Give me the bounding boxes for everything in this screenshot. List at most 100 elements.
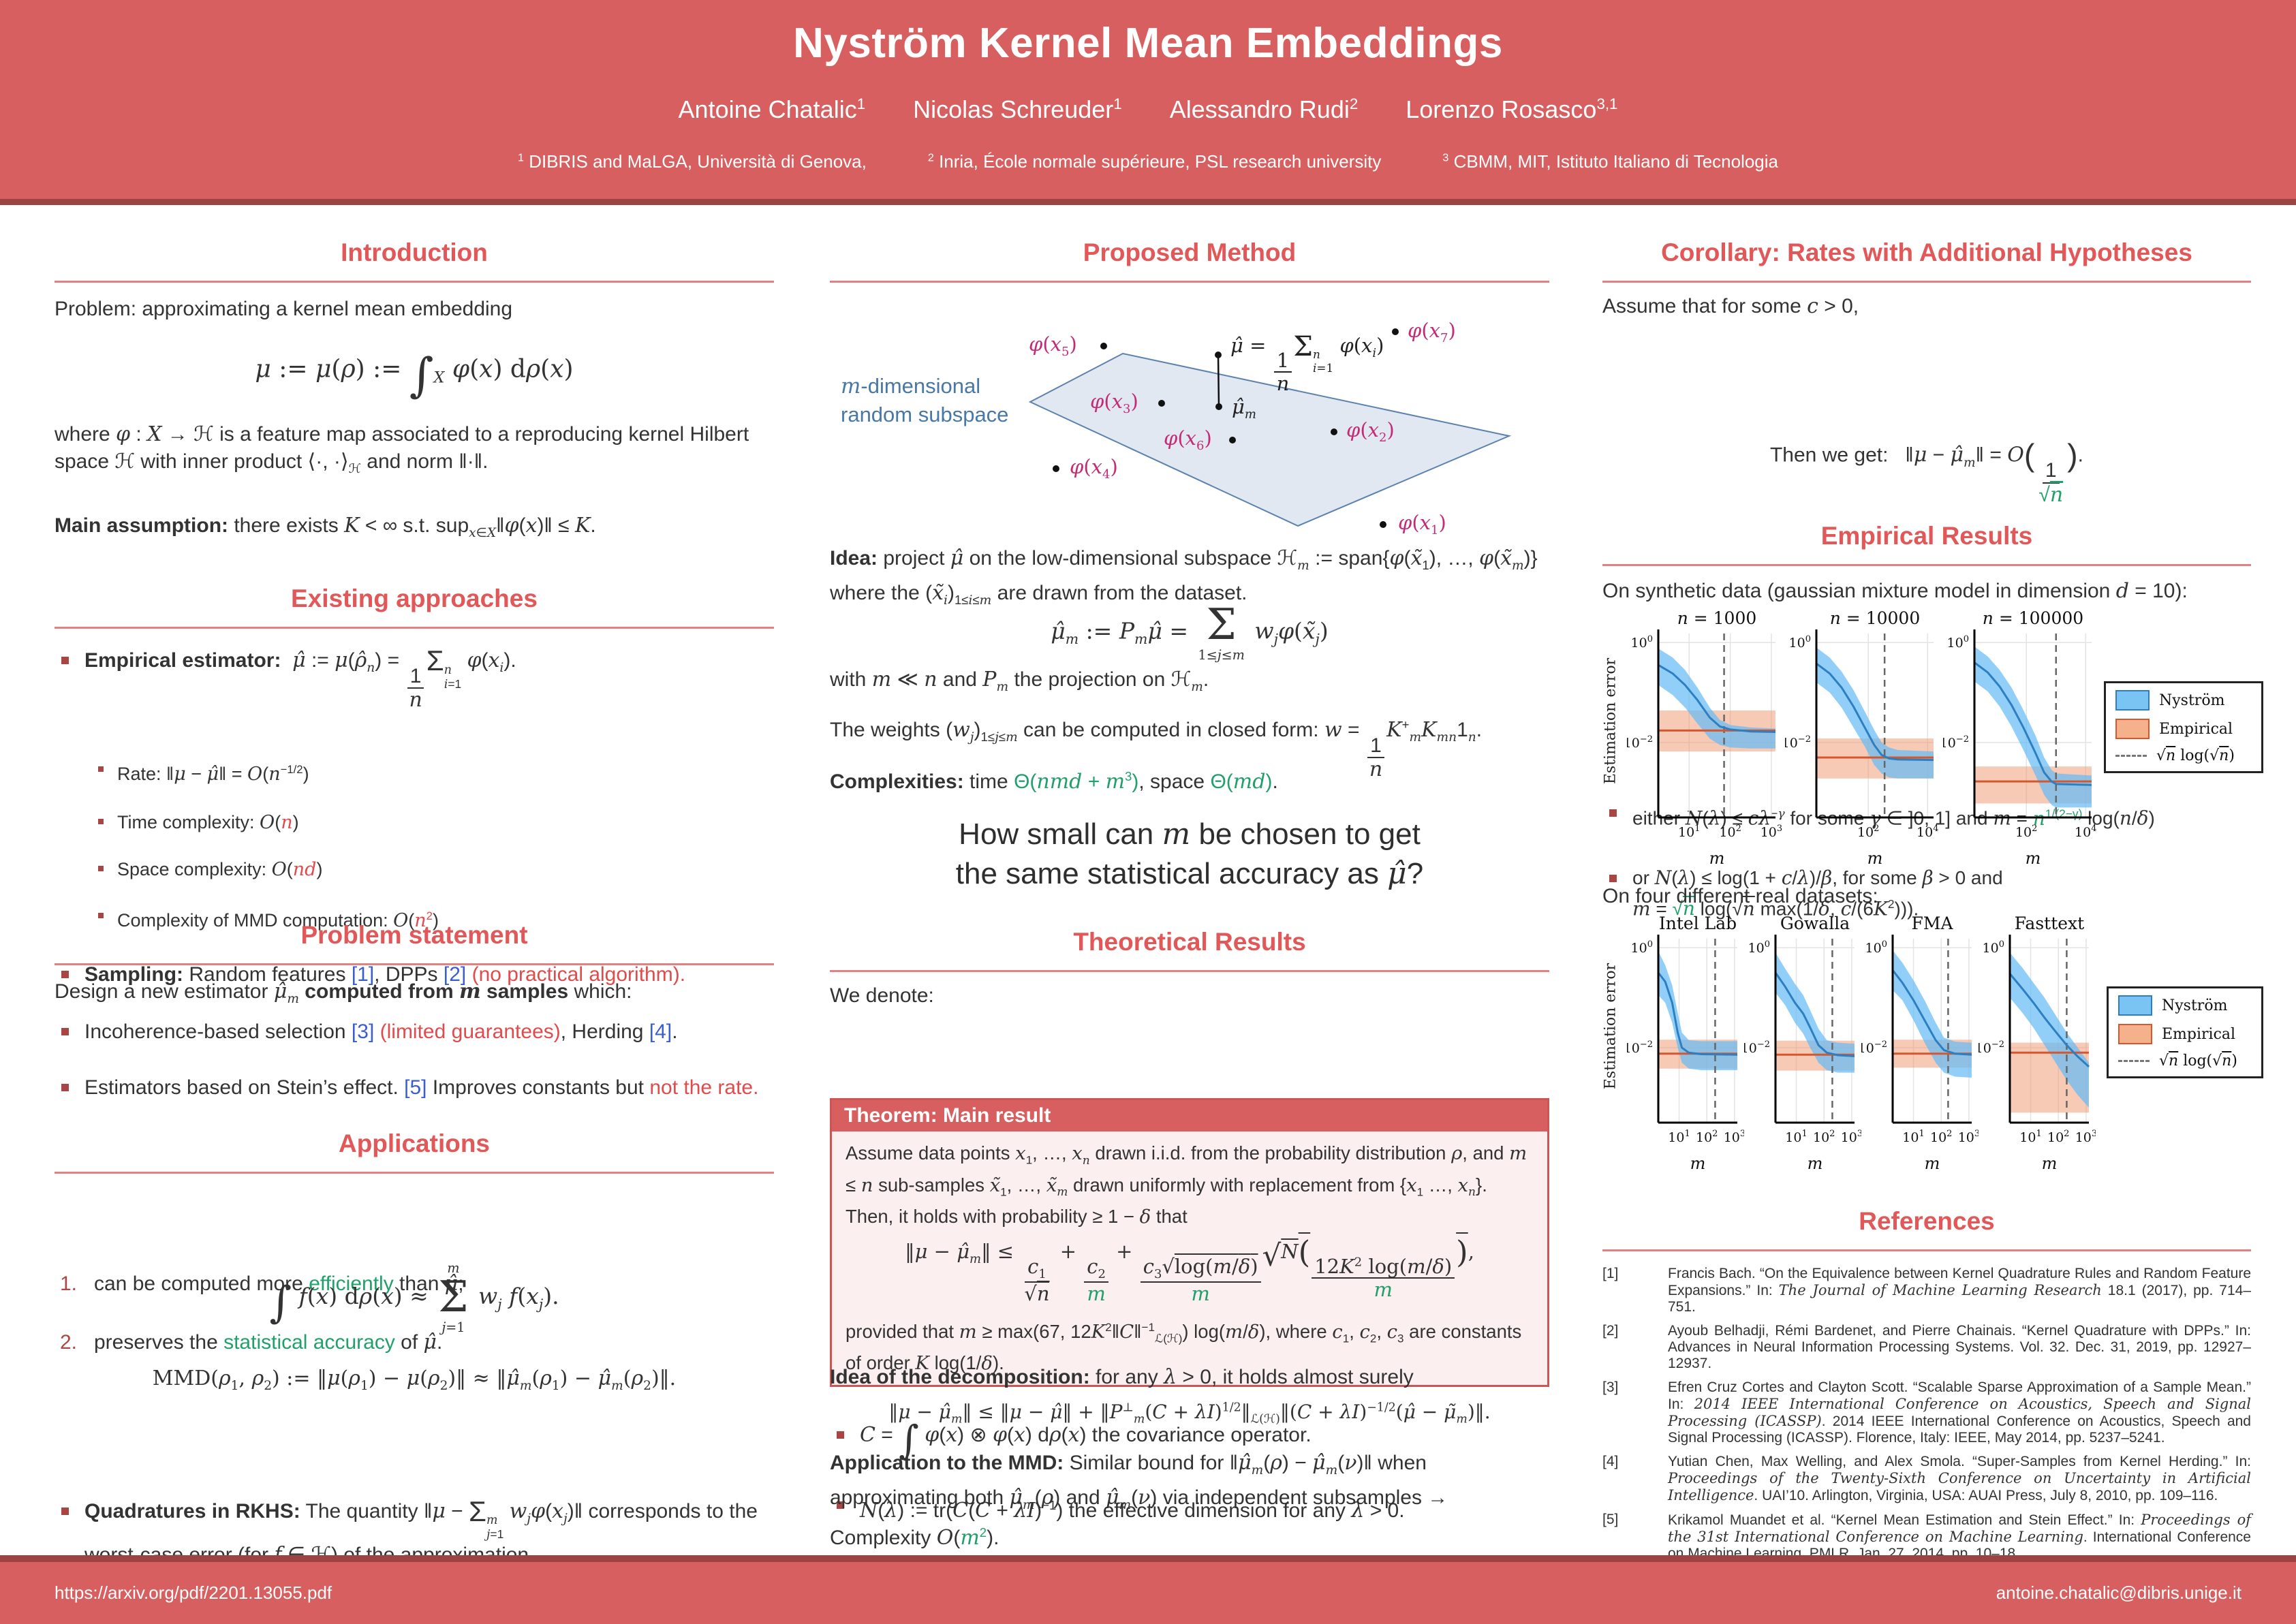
existing-sub-mmd: Complexity of MMD computation: O(n2): [89, 905, 798, 933]
theorem-equation: ‖μ − μ̂m‖ ≤ c1 √n + c2 m + c3√log(m/δ) m √N(…: [905, 1234, 1474, 1305]
svg-text:m: m: [1925, 1154, 1940, 1173]
legend-item-nystrom: Nyström: [2118, 995, 2252, 1016]
author: Lorenzo Rosasco3,1: [1406, 95, 1618, 123]
diagram-canvas: [1028, 328, 1512, 528]
references-list: [1] Francis Bach. “On the Equivalence bet…: [1602, 1266, 2251, 1570]
point-phi3: [1158, 400, 1165, 407]
label-mu-m: μ̂m: [1232, 395, 1256, 422]
existing-sub-space: Space complexity: O(nd): [89, 858, 798, 881]
corollary-intro: Assume that for some c > 0,: [1602, 294, 1859, 318]
chart-n-1000: 101 102 103 100 10−2 n = 1000 m: [1627, 610, 1782, 868]
section-title-existing-approaches: Existing approaches: [291, 584, 538, 612]
rule: [55, 281, 774, 283]
legend-item-dashed: √n log(√n): [2118, 1052, 2252, 1069]
svg-text:102: 102: [1857, 824, 1879, 840]
label-phi4: φ(x4): [1070, 455, 1118, 482]
theorem-provided: provided that m ≥ max(67, 12K2‖C‖−1ℒ(ℋ))…: [846, 1321, 1522, 1374]
svg-text:101: 101: [1668, 1129, 1690, 1145]
svg-text:10−2: 10−2: [1785, 734, 1811, 751]
svg-text:10−2: 10−2: [1627, 1040, 1653, 1056]
footer: https://arxiv.org/pdf/2201.13055.pdf ant…: [0, 1562, 2296, 1624]
method-equation: μ̂m := Pmμ̂ = Σ 1≤j≤m wjφ(x̃j): [1051, 599, 1329, 663]
authors: Antoine Chatalic1 Nicolas Schreuder1 Ale…: [0, 95, 2296, 124]
point-mu: [1215, 352, 1222, 358]
legend-item-empirical: Empirical: [2115, 719, 2252, 739]
label-phi1: φ(x1): [1398, 511, 1446, 537]
intro-equation: μ := μ(ρ) := ∫X φ(x) dρ(x): [255, 349, 574, 403]
label-phi2: φ(x2): [1346, 418, 1395, 445]
label-phi6: φ(x6): [1164, 426, 1212, 453]
svg-text:100: 100: [1947, 634, 1969, 651]
existing-sub-time: Time complexity: O(n): [89, 811, 798, 834]
existing-bullet-sampling: Sampling: Random features [1], DPPs [2] …: [55, 961, 804, 988]
header: Nyström Kernel Mean Embeddings Antoine C…: [0, 0, 2296, 199]
legend-item-empirical: Empirical: [2118, 1024, 2252, 1044]
svg-text:102: 102: [1813, 1129, 1835, 1145]
problem-item-1: 1. can be computed more efficiently than …: [55, 1270, 813, 1298]
existing-bullet-stein: Estimators based on Stein’s effect. [5] …: [55, 1074, 804, 1102]
method-idea: Idea: project μ̂ on the low-dimensional …: [830, 546, 1538, 608]
svg-text:Gowalla: Gowalla: [1780, 916, 1850, 933]
reference-item: [3] Efren Cruz Cortes and Clayton Scott. …: [1602, 1379, 2252, 1446]
svg-text:101: 101: [1678, 824, 1700, 840]
svg-text:m: m: [1867, 849, 1883, 868]
chart-intel-lab: 101 102 103 100 10−2 Intel Lab m: [1627, 916, 1744, 1173]
theorem-assumptions: Assume data points x1, …, xn drawn i.i.d…: [846, 1142, 1527, 1228]
svg-text:10−2: 10−2: [1943, 734, 1969, 751]
svg-text:Intel Lab: Intel Lab: [1659, 916, 1737, 933]
rule: [830, 281, 1549, 283]
method-question: How small can m be chosen to get the same…: [955, 817, 1424, 891]
chart-fma: 101 102 103 100 10−2 FMA m: [1861, 916, 1979, 1173]
reference-item: [1] Francis Bach. “On the Equivalence bet…: [1602, 1266, 2251, 1315]
synthetic-caption: On synthetic data (gaussian mixture mode…: [1602, 579, 2188, 603]
svg-text:102: 102: [1719, 824, 1741, 840]
footer-divider: [0, 1555, 2296, 1562]
svg-text:m: m: [2042, 1154, 2058, 1173]
item-number: 1.: [60, 1272, 78, 1295]
reference-item: [4] Yutian Chen, Max Welling, and Alex Sm…: [1602, 1454, 2251, 1503]
svg-text:10−2: 10−2: [1627, 734, 1653, 751]
contact-email[interactable]: antoine.chatalic@dibris.unige.it: [1996, 1582, 2241, 1603]
point-phi7: [1392, 328, 1399, 335]
svg-text:n = 10000: n = 10000: [1830, 610, 1920, 628]
point-phi2: [1331, 428, 1337, 435]
svg-text:10−2: 10−2: [1979, 1040, 2004, 1056]
svg-text:100: 100: [1983, 939, 2004, 956]
intro-assumption: Main assumption: there exists K < ∞ s.t.…: [55, 514, 596, 540]
legend-item-dashed: √n log(√n): [2115, 747, 2252, 764]
chart-legend: Nyström Empirical √n log(√n): [2107, 986, 2263, 1078]
header-divider: [0, 199, 2296, 205]
method-with: with m ≪ n and Pm the projection on ℋm.: [830, 668, 1209, 694]
svg-text:100: 100: [1748, 939, 1770, 956]
dashed-swatch: [2115, 755, 2147, 757]
decomposition-label: Idea of the decomposition: for any λ > 0…: [830, 1365, 1414, 1389]
section-title-proposed-method: Proposed Method: [1083, 238, 1297, 266]
applications-equation-mmd: MMD(ρ1, ρ2) := ‖μ(ρ1) − μ(ρ2)‖ ≈ ‖μ̂m(ρ1…: [152, 1367, 677, 1393]
svg-text:100: 100: [1631, 634, 1653, 651]
theory-covariance: C = ∫ φ(x) ⊗ φ(x) dρ(x) the covariance o…: [830, 1421, 1579, 1460]
chart-gowalla: 101 102 103 100 10−2 Gowalla m: [1744, 916, 1861, 1173]
real-charts-row: Estimation error 101 102 103 100 10−2 Intel L…: [1602, 916, 2263, 1183]
projection-line: [1217, 354, 1220, 407]
rule: [830, 970, 1549, 972]
mmd-application: Application to the MMD: Similar bound fo…: [830, 1451, 1448, 1550]
point-phi5: [1100, 343, 1107, 349]
subspace-label: m-dimensional random subspace: [841, 374, 1009, 426]
method-weights: The weights (wj)1≤j≤m can be computed in…: [830, 717, 1483, 782]
rule: [1602, 564, 2251, 566]
intro-problem: Problem: approximating a kernel mean emb…: [55, 298, 513, 320]
y-axis-label: Estimation error: [1602, 657, 1619, 785]
item-number: 2.: [60, 1330, 78, 1354]
arxiv-link[interactable]: https://arxiv.org/pdf/2201.13055.pdf: [55, 1582, 332, 1603]
svg-text:100: 100: [1789, 634, 1811, 651]
theorem-body: Assume data points x1, …, xn drawn i.i.d…: [832, 1131, 1547, 1385]
empirical-swatch: [2115, 719, 2150, 739]
problem-item-2: 2. preserves the statistical accuracy of …: [55, 1329, 813, 1356]
dashed-swatch: [2118, 1060, 2150, 1062]
method-complexities: Complexities: time Θ(nmd + m3), space Θ(…: [830, 769, 1278, 794]
rule: [1602, 281, 2251, 283]
theorem-title: Theorem: Main result: [832, 1100, 1547, 1131]
